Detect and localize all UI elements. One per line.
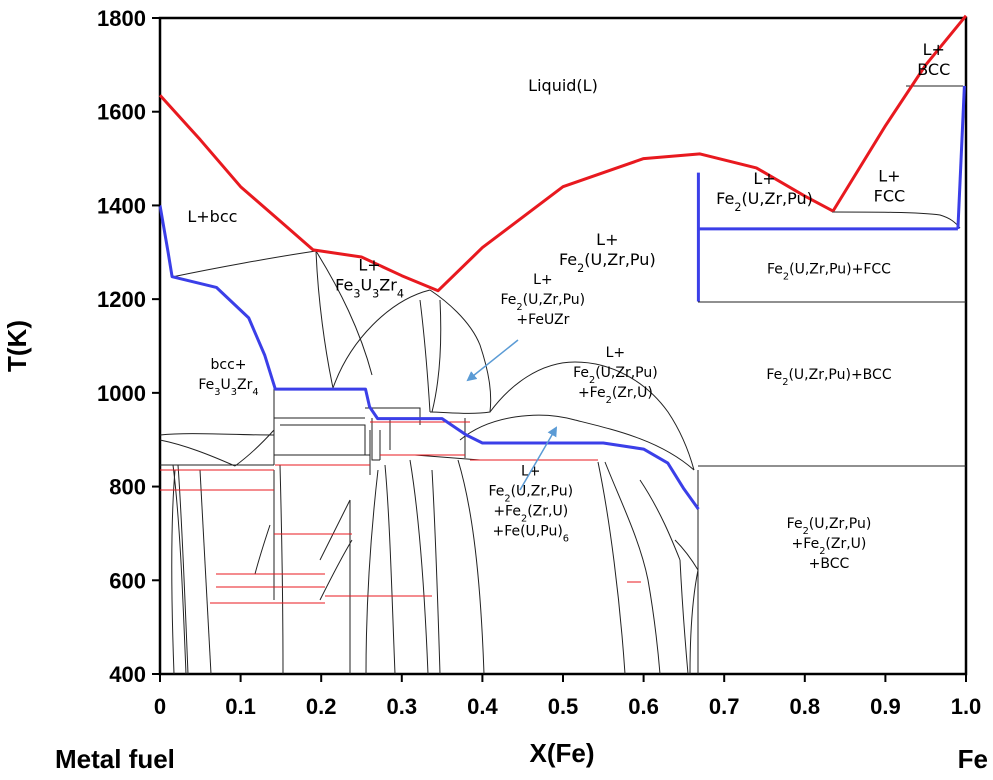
liquidus-line (831, 14, 968, 212)
region-label: L+ (358, 256, 380, 275)
region-label: Fe2(U,Zr,Pu) (488, 484, 573, 505)
region-label: L+ (606, 345, 626, 361)
region-label: L+ (878, 167, 900, 186)
liquidus-line (158, 94, 834, 293)
region-label: Fe3U3Zr4 (335, 276, 404, 301)
y-axis: 400 600 800 1000 1200 1400 1600 1800 (97, 6, 160, 687)
x-tick-label: 0.8 (790, 694, 821, 719)
x-tick-label: 0.3 (387, 694, 418, 719)
region-label: FCC (874, 187, 906, 206)
region-label: Fe3U3Zr4 (198, 377, 258, 398)
region-label: bcc+ (211, 357, 247, 373)
solidus-line (956, 85, 966, 229)
region-label: L+ (923, 40, 945, 59)
arrow-feuzr (466, 339, 519, 382)
x-tick-label: 0.4 (467, 694, 498, 719)
region-label: Fe2(U,Zr,Pu) (716, 189, 813, 214)
region-label: +BCC (809, 556, 850, 572)
y-axis-title: T(K) (2, 320, 32, 372)
region-labels: Liquid(L)L+bccL+Fe3U3Zr4L+Fe2(U,Zr,Pu)L+… (187, 40, 950, 572)
x-tick-label: 0.6 (628, 694, 659, 719)
y-tick-label: 1000 (97, 381, 146, 406)
plot-frame (158, 16, 968, 676)
region-label: L+bcc (187, 207, 237, 226)
phase-boundary-network (159, 85, 966, 675)
region-label: +Fe2(Zr,U) (792, 536, 867, 557)
minor-boundary-network (160, 421, 641, 604)
y-tick-label: 1800 (97, 6, 146, 31)
y-tick-label: 800 (109, 475, 146, 500)
region-label: BCC (917, 60, 950, 79)
y-tick-label: 1600 (97, 100, 146, 125)
region-label: +Fe2(Zr,U) (493, 504, 568, 525)
y-tick-label: 400 (109, 662, 146, 687)
region-label: Fe2(U,Zr,Pu) (501, 292, 586, 313)
region-label: L+ (753, 169, 775, 188)
x-tick-label: 0.5 (548, 694, 579, 719)
x-tick-label: 0.9 (870, 694, 901, 719)
y-tick-label: 1200 (97, 287, 146, 312)
right-end-label: Fe (958, 744, 988, 774)
region-label: Fe2(U,Zr,Pu)+BCC (766, 367, 891, 388)
x-tick-label: 0 (154, 694, 166, 719)
region-label: +Fe(U,Pu)6 (492, 524, 569, 545)
region-label: +FeUZr (516, 312, 569, 328)
series-layer (158, 14, 968, 510)
arrow-fe-u-pu-6 (519, 426, 558, 491)
region-label: +Fe2(Zr,U) (578, 385, 653, 406)
x-tick-label: 0.1 (225, 694, 256, 719)
x-tick-label: 0.2 (306, 694, 337, 719)
x-tick-label: 0.7 (709, 694, 740, 719)
y-tick-label: 1400 (97, 193, 146, 218)
region-label: Fe2(U,Zr,Pu)+FCC (767, 262, 891, 283)
solidus-line (158, 205, 700, 510)
y-tick-label: 600 (109, 568, 146, 593)
x-axis-title: X(Fe) (530, 738, 595, 768)
region-label: Fe2(U,Zr,Pu) (787, 516, 872, 537)
x-tick-label: 1.0 (951, 694, 982, 719)
region-label: L+ (533, 272, 553, 288)
region-label: L+ (596, 230, 618, 249)
region-label: Fe2(U,Zr,Pu) (573, 365, 658, 386)
region-label: Liquid(L) (528, 76, 598, 95)
x-axis: 0 0.1 0.2 0.3 0.4 0.5 0.6 0.7 0.8 0.9 1.0 (154, 674, 981, 719)
left-end-label: Metal fuel (55, 744, 175, 774)
region-label: Fe2(U,Zr,Pu) (559, 250, 656, 275)
